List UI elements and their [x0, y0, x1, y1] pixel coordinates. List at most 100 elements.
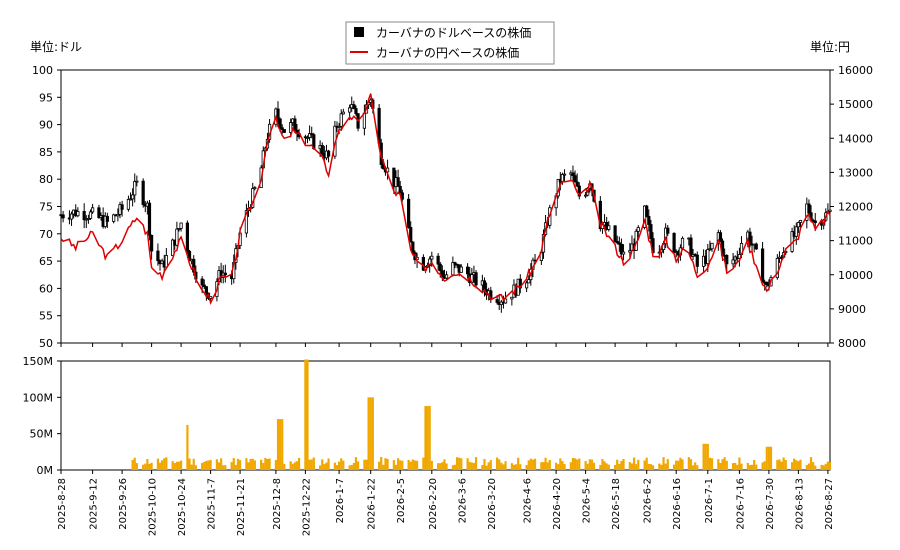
candle-body [187, 250, 192, 262]
volume-bar [392, 460, 395, 470]
candle-body [518, 278, 522, 289]
x-tick-label: 2025-8-28 [57, 478, 68, 530]
price-marks [59, 93, 832, 313]
volume-bar [321, 459, 324, 470]
volume-bar [230, 462, 233, 470]
candle-body [131, 194, 135, 200]
candle-body [339, 113, 343, 127]
volume-bar [371, 397, 374, 470]
candle-body [525, 282, 529, 289]
candle-body [647, 216, 651, 225]
volume-bar [422, 457, 425, 470]
volume-bar [822, 465, 825, 470]
volume-bar [592, 462, 596, 470]
x-tick-label: 2026-8-13 [794, 478, 805, 530]
x-tick-label: 2025-12-22 [301, 478, 312, 536]
volume-bar [620, 461, 623, 470]
candle-body [748, 231, 752, 245]
candle-body [354, 108, 358, 115]
volume-bar [439, 463, 442, 470]
volume-bar [201, 462, 204, 470]
legend: カーバナのドルベースの株価 カーバナの円ベースの株価 [345, 21, 555, 65]
volume-bar [441, 462, 444, 470]
volume-bar [215, 459, 219, 470]
volume-bar [413, 460, 417, 470]
volume-bar [209, 459, 212, 470]
volume-bar [460, 458, 463, 470]
x-tick-label: 2025-12-8 [272, 478, 283, 530]
volume-bar [666, 459, 669, 470]
candle-body [398, 185, 402, 194]
volume-bar [247, 462, 250, 470]
candle-body [276, 108, 280, 120]
candle-body [82, 211, 86, 221]
volume-bar [249, 458, 252, 470]
volume-bar [430, 460, 433, 470]
volume-bar [411, 459, 414, 470]
volume-bar [291, 463, 294, 470]
volume-bar [510, 463, 513, 470]
volume-bar [203, 461, 206, 470]
x-tick-label: 2026-3-6 [457, 478, 468, 523]
volume-bar [276, 419, 280, 470]
volume-bar [453, 464, 457, 470]
volume-bar [637, 459, 640, 470]
x-tick-label: 2025-10-10 [148, 478, 159, 536]
volume-bar [386, 458, 389, 470]
volume-bar [588, 459, 591, 470]
candle-body [754, 243, 758, 250]
volume-bar [179, 460, 183, 470]
volume-bar [812, 462, 815, 470]
volume-bar [721, 459, 724, 470]
volume-bar [531, 459, 535, 470]
x-tick-label: 2026-4-20 [552, 478, 563, 530]
volume-bar [171, 461, 174, 470]
candle-body [202, 284, 206, 288]
candle-body [444, 274, 449, 279]
candle-body [649, 224, 653, 239]
volume-bar [647, 463, 650, 470]
x-tick-label: 2025-11-7 [207, 478, 218, 530]
x-tick-label: 2026-2-20 [428, 478, 439, 530]
volume-bar [356, 461, 360, 470]
candle-body [828, 209, 832, 212]
volume-bar [632, 457, 636, 470]
candle-body [438, 263, 442, 272]
candle-body [689, 237, 693, 257]
volume-bar [677, 460, 680, 470]
volume-bar [708, 457, 712, 470]
y-left-tick-label: 95 [39, 91, 53, 104]
volume-bar [468, 461, 471, 470]
right-unit-label: 単位:円 [810, 39, 850, 54]
volume-bar [340, 458, 343, 470]
legend-usd-marker [354, 27, 364, 37]
volume-bar [142, 464, 145, 470]
volume-bar [365, 459, 368, 470]
x-tick-label: 2026-5-18 [611, 478, 622, 530]
volume-bar [175, 461, 178, 470]
candle-body [666, 227, 670, 234]
volume-bar [483, 458, 486, 470]
volume-bar [222, 465, 225, 470]
volume-bar [555, 462, 558, 470]
volume-bar [445, 463, 448, 470]
volume-bar [525, 465, 528, 470]
volume-bar [540, 462, 543, 470]
y-right-tick-label: 14000 [838, 132, 873, 145]
volume-bar [268, 458, 271, 470]
volume-axis: 0M 50M 100M 150M [23, 355, 61, 477]
candle-body [320, 145, 324, 155]
candle-body [680, 237, 685, 249]
volume-bar [409, 461, 412, 470]
volume-bar [793, 458, 796, 470]
volume-bar [354, 457, 358, 470]
volume-bar [765, 446, 768, 470]
volume-bar [289, 461, 292, 470]
volume-bar [746, 462, 749, 470]
candle-body [204, 286, 208, 294]
candle-body [775, 258, 779, 279]
y-right-tick-label: 11000 [838, 235, 873, 248]
x-tick-label: 2026-7-16 [735, 478, 746, 530]
y-volume-tick-label: 0M [37, 464, 54, 477]
volume-bar [426, 406, 429, 470]
